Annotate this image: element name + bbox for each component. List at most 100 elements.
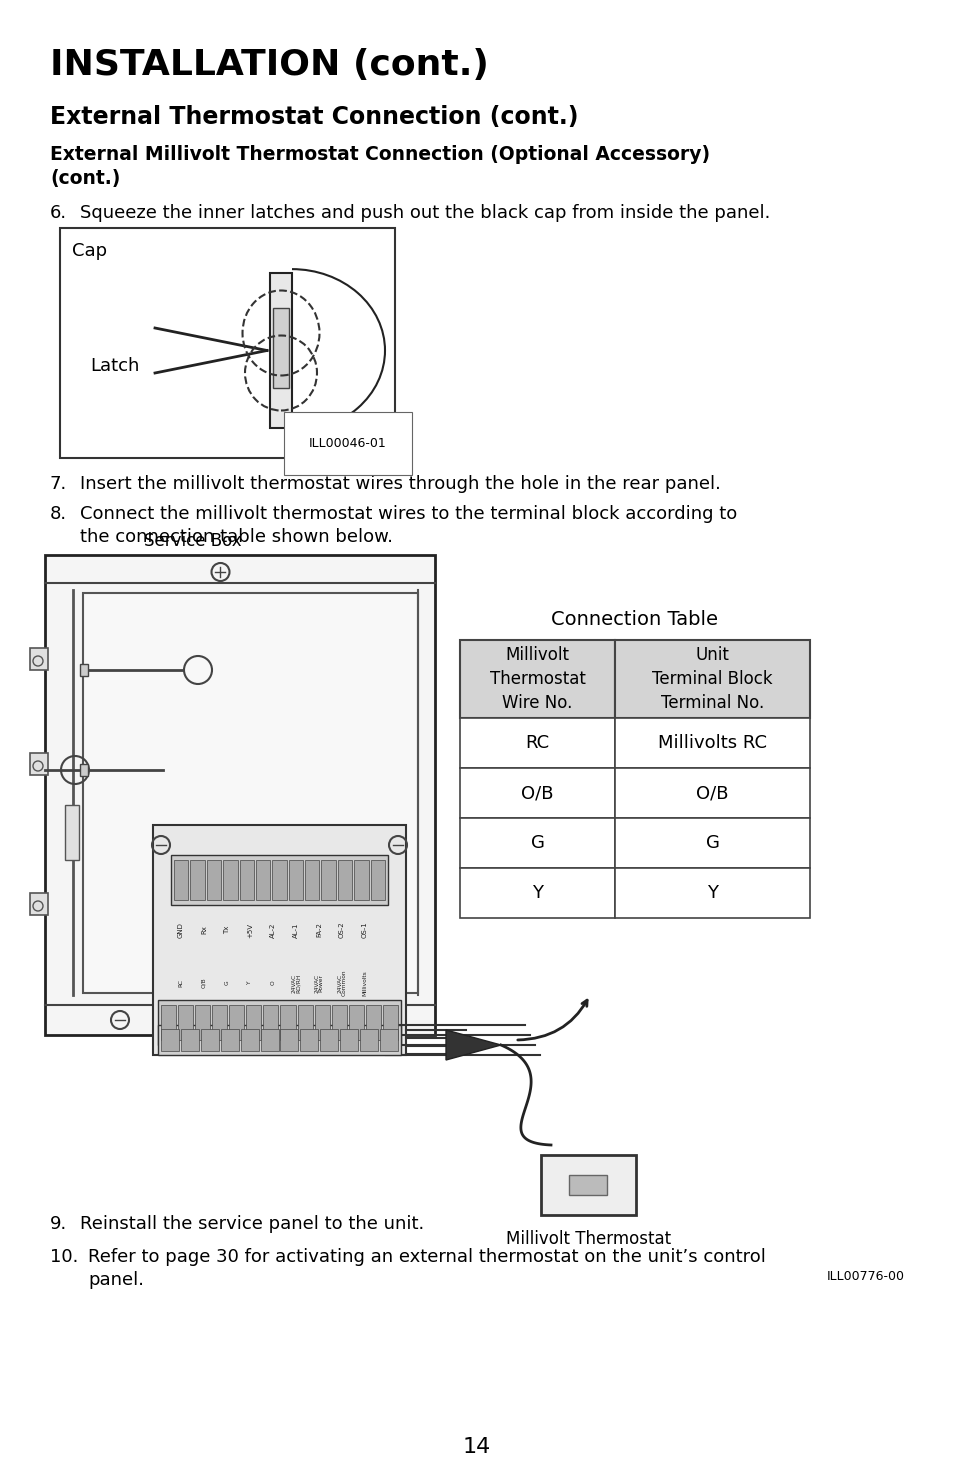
Text: Latch: Latch bbox=[90, 357, 139, 375]
Bar bbox=[540, 1155, 636, 1215]
Bar bbox=[568, 1176, 606, 1195]
Bar bbox=[161, 1030, 179, 1052]
Bar bbox=[459, 768, 615, 819]
Bar bbox=[201, 1030, 218, 1052]
Text: 14: 14 bbox=[462, 1437, 491, 1457]
Text: FA-2: FA-2 bbox=[315, 922, 322, 938]
Text: RC: RC bbox=[525, 735, 549, 752]
Bar bbox=[365, 1004, 380, 1040]
Bar bbox=[239, 860, 253, 900]
Text: 24VAC
RO/RH: 24VAC RO/RH bbox=[291, 974, 300, 993]
Text: 10.: 10. bbox=[50, 1248, 78, 1266]
Bar bbox=[289, 860, 303, 900]
Bar bbox=[321, 860, 335, 900]
Bar bbox=[65, 805, 79, 860]
Bar bbox=[379, 1030, 397, 1052]
Text: OS-1: OS-1 bbox=[361, 922, 368, 938]
Bar bbox=[240, 1030, 258, 1052]
Bar bbox=[246, 1004, 261, 1040]
Bar bbox=[80, 664, 88, 676]
Bar bbox=[280, 1004, 295, 1040]
Text: O/B: O/B bbox=[201, 978, 206, 988]
Bar bbox=[255, 860, 270, 900]
Bar bbox=[340, 1030, 357, 1052]
Bar bbox=[272, 860, 287, 900]
Bar bbox=[181, 1030, 198, 1052]
Bar bbox=[263, 1004, 278, 1040]
Bar bbox=[158, 1025, 400, 1055]
Text: Millivolts RC: Millivolts RC bbox=[658, 735, 766, 752]
Bar bbox=[152, 825, 406, 1055]
Bar bbox=[220, 1030, 238, 1052]
Text: O/B: O/B bbox=[520, 785, 553, 802]
Text: 24VAC
Common: 24VAC Common bbox=[336, 969, 347, 996]
Bar bbox=[173, 860, 188, 900]
Bar bbox=[30, 648, 48, 670]
Bar bbox=[615, 640, 809, 718]
Text: G: G bbox=[530, 833, 544, 853]
Text: Tx: Tx bbox=[224, 926, 230, 934]
Text: Cap: Cap bbox=[71, 242, 107, 260]
Bar bbox=[459, 718, 615, 768]
Bar bbox=[30, 754, 48, 774]
Bar bbox=[83, 593, 417, 993]
Bar bbox=[320, 1030, 338, 1052]
Bar bbox=[332, 1004, 347, 1040]
Text: 8.: 8. bbox=[50, 504, 67, 524]
Text: Refer to page 30 for activating an external thermostat on the unit’s control
pan: Refer to page 30 for activating an exter… bbox=[88, 1248, 765, 1289]
Text: Insert the millivolt thermostat wires through the hole in the rear panel.: Insert the millivolt thermostat wires th… bbox=[80, 475, 720, 493]
Bar bbox=[273, 308, 289, 388]
Text: RC: RC bbox=[178, 979, 183, 987]
Text: AL-2: AL-2 bbox=[270, 922, 275, 938]
Bar bbox=[270, 273, 292, 428]
Bar bbox=[280, 1030, 298, 1052]
Text: ILL00046-01: ILL00046-01 bbox=[309, 437, 387, 450]
Bar bbox=[615, 819, 809, 867]
Bar bbox=[615, 768, 809, 819]
Text: AL-1: AL-1 bbox=[293, 922, 298, 938]
Bar bbox=[30, 892, 48, 914]
Text: 24VAC
Power: 24VAC Power bbox=[314, 974, 323, 993]
Bar bbox=[223, 860, 237, 900]
Bar bbox=[80, 764, 88, 776]
Text: Rx: Rx bbox=[201, 926, 207, 935]
Text: INSTALLATION (cont.): INSTALLATION (cont.) bbox=[50, 49, 488, 83]
Bar bbox=[459, 867, 615, 917]
Text: Millivolts: Millivolts bbox=[362, 971, 367, 996]
Text: Unit
Terminal Block
Terminal No.: Unit Terminal Block Terminal No. bbox=[652, 646, 772, 711]
Bar bbox=[314, 1004, 330, 1040]
Bar bbox=[370, 860, 385, 900]
Bar bbox=[300, 1030, 318, 1052]
Text: Service Box: Service Box bbox=[144, 532, 242, 550]
Bar bbox=[354, 860, 368, 900]
Text: Millivolt Thermostat: Millivolt Thermostat bbox=[505, 1230, 670, 1248]
Text: Squeeze the inner latches and push out the black cap from inside the panel.: Squeeze the inner latches and push out t… bbox=[80, 204, 770, 223]
Text: 7.: 7. bbox=[50, 475, 67, 493]
Bar bbox=[178, 1004, 193, 1040]
Bar bbox=[360, 1030, 377, 1052]
Bar bbox=[615, 867, 809, 917]
Text: ILL00776-00: ILL00776-00 bbox=[826, 1270, 904, 1283]
Bar bbox=[260, 1030, 278, 1052]
Text: +5V: +5V bbox=[247, 922, 253, 938]
Text: O/B: O/B bbox=[696, 785, 728, 802]
Polygon shape bbox=[446, 1030, 500, 1061]
Text: Y: Y bbox=[247, 981, 253, 985]
Bar bbox=[161, 1004, 176, 1040]
Text: G: G bbox=[224, 981, 230, 985]
Text: GND: GND bbox=[178, 922, 184, 938]
Bar bbox=[297, 1004, 313, 1040]
Bar bbox=[207, 860, 221, 900]
Text: External Millivolt Thermostat Connection (Optional Accessory)
(cont.): External Millivolt Thermostat Connection… bbox=[50, 145, 709, 189]
Text: Connect the millivolt thermostat wires to the terminal block according to
the co: Connect the millivolt thermostat wires t… bbox=[80, 504, 737, 546]
Text: Connection Table: Connection Table bbox=[551, 611, 718, 628]
Text: 9.: 9. bbox=[50, 1215, 67, 1233]
Bar bbox=[45, 555, 435, 1035]
Bar bbox=[171, 855, 388, 906]
Text: OS-2: OS-2 bbox=[338, 922, 345, 938]
Text: External Thermostat Connection (cont.): External Thermostat Connection (cont.) bbox=[50, 105, 578, 128]
Bar bbox=[382, 1004, 397, 1040]
Bar bbox=[337, 860, 352, 900]
Text: 6.: 6. bbox=[50, 204, 67, 223]
Bar bbox=[349, 1004, 363, 1040]
